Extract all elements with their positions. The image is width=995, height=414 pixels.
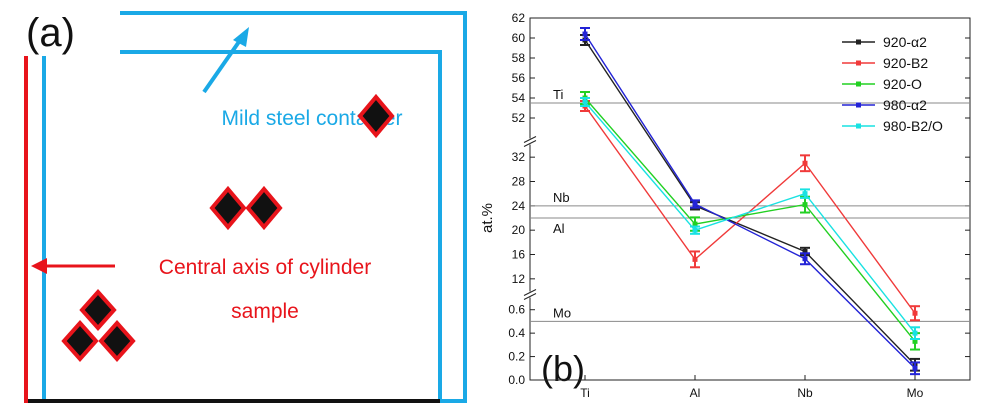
y-tick-label: 54: [512, 91, 526, 105]
reference-line-label: Mo: [553, 305, 571, 320]
data-point: [692, 221, 698, 227]
axis-break-mark: [523, 140, 537, 147]
panel-b-label: (b): [541, 348, 585, 389]
legend-marker: [856, 60, 861, 66]
series-line: [584, 97, 916, 342]
x-tick-label: Al: [690, 386, 701, 400]
sample-marker: [209, 185, 247, 231]
sample-marker: [61, 319, 99, 363]
sample-marker: [245, 185, 283, 231]
schematic-canvas: (a) Mild steel container Central axis of…: [0, 0, 467, 403]
y-tick-label: 28: [512, 175, 526, 189]
data-point: [912, 310, 918, 316]
y-tick-label: 0.2: [508, 350, 525, 364]
legend-marker: [856, 39, 861, 45]
sample-markers: [61, 93, 395, 363]
axis-label-line2: sample: [231, 300, 299, 323]
data-point: [912, 338, 918, 344]
composition-chart: (b) at.% 0.0 0.2 0.4 0.6 12 16 20 24 28 32 52 54 56 5…: [479, 11, 971, 400]
y-tick-label: 12: [512, 272, 526, 286]
sample-marker: [357, 93, 395, 139]
sample-marker: [79, 288, 117, 332]
y-axis-label: at.%: [479, 203, 496, 233]
legend-label: 980-B2/O: [883, 118, 943, 134]
axis-arrow-head: [31, 258, 47, 274]
sample-marker: [98, 319, 136, 363]
legend-marker: [856, 81, 861, 87]
data-point: [582, 31, 588, 37]
legend-marker: [856, 102, 861, 108]
y-tick-label: 56: [512, 71, 526, 85]
legend-label: 980-α2: [883, 97, 927, 113]
data-point: [692, 256, 698, 262]
data-point: [912, 330, 918, 336]
y-tick-label: 0.4: [508, 326, 525, 340]
label-a-background: [0, 0, 120, 56]
reference-line-label: Ti: [553, 87, 563, 102]
axis-break-mark: [523, 293, 537, 300]
x-tick-label: Nb: [797, 386, 813, 400]
axis-break-gap: [524, 291, 536, 298]
reference-line-label: Al: [553, 221, 565, 236]
data-point: [912, 365, 918, 371]
y-tick-label: 20: [512, 223, 526, 237]
axis-label-line1: Central axis of cylinder: [159, 256, 371, 279]
y-tick-label: 0.6: [508, 303, 525, 317]
data-point: [692, 201, 698, 207]
y-tick-label: 0.0: [508, 373, 525, 387]
y-tick-label: 24: [512, 199, 526, 213]
y-tick-label: 32: [512, 150, 526, 164]
y-tick-label: 16: [512, 248, 526, 262]
series-line: [584, 33, 916, 369]
legend-label: 920-O: [883, 76, 922, 92]
series-line: [584, 101, 916, 334]
x-tick-label: Ti: [580, 386, 590, 400]
y-tick-label: 52: [512, 111, 526, 125]
legend-label: 920-α2: [883, 34, 927, 50]
panel-a-schematic: (a) Mild steel container Central axis of…: [0, 0, 470, 409]
reference-line-label: Nb: [553, 190, 570, 205]
series-line: [584, 105, 916, 314]
data-point: [802, 160, 808, 166]
data-point: [802, 248, 808, 254]
legend-label: 920-B2: [883, 55, 928, 71]
container-arrow-head: [233, 27, 249, 47]
axis-break-mark: [523, 136, 537, 143]
data-point: [802, 256, 808, 262]
container-label: Mild steel container: [222, 107, 403, 130]
data-point: [802, 191, 808, 197]
data-point: [582, 99, 588, 105]
legend-marker: [856, 123, 861, 129]
axis-break-mark: [523, 289, 537, 296]
panel-a-label: (a): [26, 11, 75, 55]
series-line: [584, 39, 916, 366]
y-tick-label: 62: [512, 11, 526, 25]
data-point: [692, 227, 698, 233]
y-tick-label: 58: [512, 51, 526, 65]
data-point: [802, 202, 808, 208]
x-tick-label: Mo: [907, 386, 924, 400]
axis-break-gap: [524, 138, 536, 145]
container-arrow-shaft: [202, 34, 245, 94]
plot-frame: [529, 17, 971, 381]
y-tick-label: 60: [512, 31, 526, 45]
panel-b-chart: (b) at.% 0.0 0.2 0.4 0.6 12 16 20 24 28 32 52 54 56 5…: [470, 0, 995, 409]
